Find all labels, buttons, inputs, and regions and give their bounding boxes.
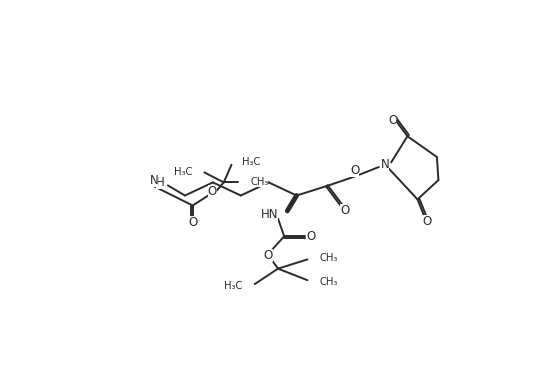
- Text: O: O: [422, 215, 431, 228]
- Text: N: N: [381, 158, 389, 171]
- Text: O: O: [207, 185, 217, 198]
- Text: N: N: [150, 174, 158, 187]
- Text: O: O: [388, 114, 397, 127]
- Text: CH₃: CH₃: [320, 253, 338, 263]
- Text: O: O: [188, 216, 197, 229]
- Text: O: O: [306, 230, 315, 243]
- Text: H: H: [156, 176, 164, 189]
- Text: H₃C: H₃C: [174, 167, 192, 177]
- Text: O: O: [263, 249, 273, 262]
- Text: HN: HN: [261, 208, 278, 221]
- Text: CH₃: CH₃: [250, 177, 268, 187]
- Text: H₃C: H₃C: [224, 280, 243, 291]
- Text: O: O: [340, 204, 349, 217]
- Text: CH₃: CH₃: [320, 277, 338, 287]
- Text: O: O: [350, 164, 359, 177]
- Text: H₃C: H₃C: [243, 156, 261, 167]
